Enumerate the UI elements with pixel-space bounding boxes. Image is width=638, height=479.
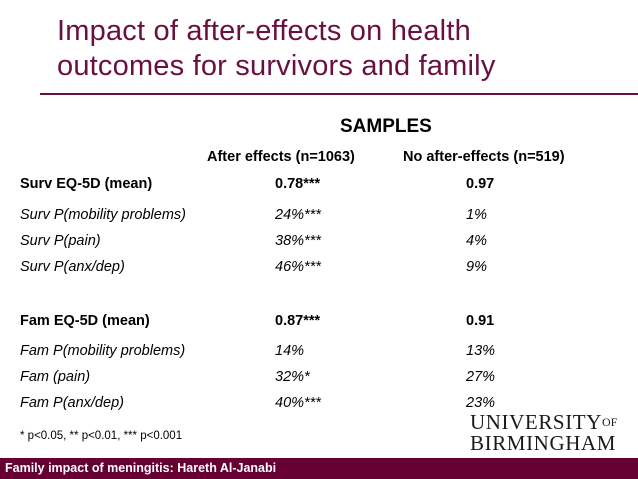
value-after-effects: 38%*** (275, 233, 321, 249)
samples-header: SAMPLES (340, 116, 432, 137)
title-underline (40, 93, 638, 95)
slide-title-line1: Impact of after-effects on health (57, 15, 471, 47)
row-label: Fam P(mobility problems) (20, 343, 186, 359)
row-label: Surv EQ-5D (mean) (20, 176, 153, 192)
value-after-effects: 0.78*** (275, 176, 321, 192)
value-no-after-effects: 13% (466, 343, 496, 359)
value-after-effects: 24%*** (275, 207, 321, 223)
row-label: Fam EQ-5D (mean) (20, 313, 150, 329)
row-label: Fam P(anx/dep) (20, 395, 124, 411)
significance-footnote: * p<0.05, ** p<0.01, *** p<0.001 (20, 430, 183, 442)
university-logo: UNIVERSITYOF BIRMINGHAM (470, 410, 617, 455)
value-after-effects: 14% (275, 343, 305, 359)
slide-title: Impact of after-effects on health outcom… (57, 14, 617, 84)
value-no-after-effects: 0.97 (466, 176, 495, 192)
column-header-no-after-effects: No after-effects (n=519) (403, 149, 565, 165)
value-no-after-effects: 0.91 (466, 313, 495, 329)
table-row: Fam EQ-5D (mean) 0.87*** 0.91 (0, 313, 638, 333)
value-no-after-effects: 23% (466, 395, 496, 411)
value-after-effects: 0.87*** (275, 313, 321, 329)
table-row: Surv EQ-5D (mean) 0.78*** 0.97 (0, 176, 638, 196)
value-after-effects: 46%*** (275, 259, 321, 275)
value-no-after-effects: 27% (466, 369, 496, 385)
table-row: Fam P(mobility problems) 14% 13% (0, 343, 638, 363)
value-no-after-effects: 4% (466, 233, 487, 249)
table-row: Surv P(mobility problems) 24%*** 1% (0, 207, 638, 227)
value-after-effects: 40%*** (275, 395, 321, 411)
table-row: Surv P(anx/dep) 46%*** 9% (0, 259, 638, 279)
logo-university: UNIVERSITY (470, 410, 602, 434)
column-header-after-effects: After effects (n=1063) (207, 149, 355, 165)
row-label: Fam (pain) (20, 369, 91, 385)
row-label: Surv P(pain) (20, 233, 101, 249)
table-row: Fam P(anx/dep) 40%*** 23% (0, 395, 638, 415)
table-row: Surv P(pain) 38%*** 4% (0, 233, 638, 253)
footer-bar: Family impact of meningitis: Hareth Al-J… (0, 458, 638, 479)
logo-of: OF (602, 415, 618, 429)
row-label: Surv P(anx/dep) (20, 259, 125, 275)
row-label: Surv P(mobility problems) (20, 207, 186, 223)
value-after-effects: 32%* (275, 369, 310, 385)
value-no-after-effects: 9% (466, 259, 487, 275)
logo-birmingham: BIRMINGHAM (470, 431, 617, 455)
table-row: Fam (pain) 32%* 27% (0, 369, 638, 389)
value-no-after-effects: 1% (466, 207, 487, 223)
footer-text: Family impact of meningitis: Hareth Al-J… (5, 461, 277, 475)
slide-title-line2: outcomes for survivors and family (57, 50, 496, 82)
